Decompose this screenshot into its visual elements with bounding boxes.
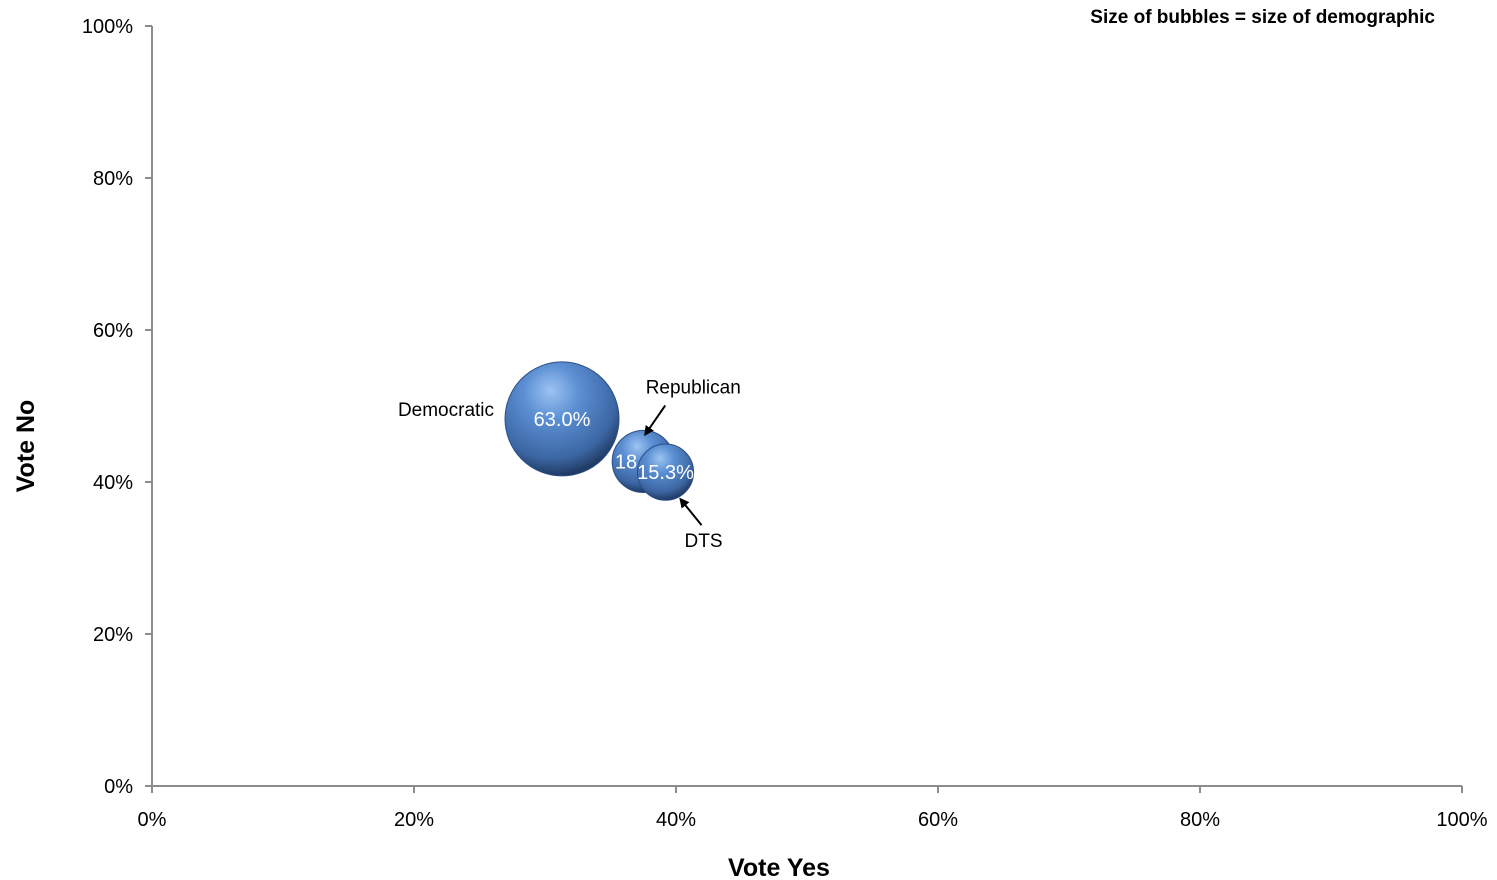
x-tick-label: 100% [1436,809,1487,831]
bubble-value-label: 63.0% [534,409,591,431]
y-tick-label: 80% [93,168,133,190]
y-tick-label: 100% [82,16,133,38]
annotations: Democratic Republican DTS [398,377,741,552]
x-tick-label: 20% [394,809,434,831]
bubble-size-note: Size of bubbles = size of demographic [1090,7,1435,28]
dts-arrow [679,497,703,526]
bubbles: 63.0%18.7%15.3% [504,361,695,501]
y-tick-label: 20% [93,624,133,646]
y-tick-label: 0% [104,776,133,798]
category-label-dts: DTS [685,531,723,552]
y-tick-label: 40% [93,472,133,494]
bubble-dts [636,443,695,501]
x-tick-label: 80% [1180,809,1220,831]
x-tick-label: 40% [656,809,696,831]
x-axis-title: Vote Yes [728,854,830,880]
category-label-republican: Republican [646,377,741,398]
bubble-democratic [504,361,620,477]
category-label-democratic: Democratic [398,400,494,421]
y-tick-label: 60% [93,320,133,342]
y-axis-title: Vote No [12,400,40,493]
tick-labels: 0% 20% 40% 60% 80% 100% 0% 20% 40% 60% 80% 100% [82,16,1488,831]
republican-arrow [644,404,667,437]
axes [145,25,1463,793]
x-tick-label: 0% [138,809,167,831]
x-tick-label: 60% [918,809,958,831]
bubble-value-label: 15.3% [637,462,694,484]
